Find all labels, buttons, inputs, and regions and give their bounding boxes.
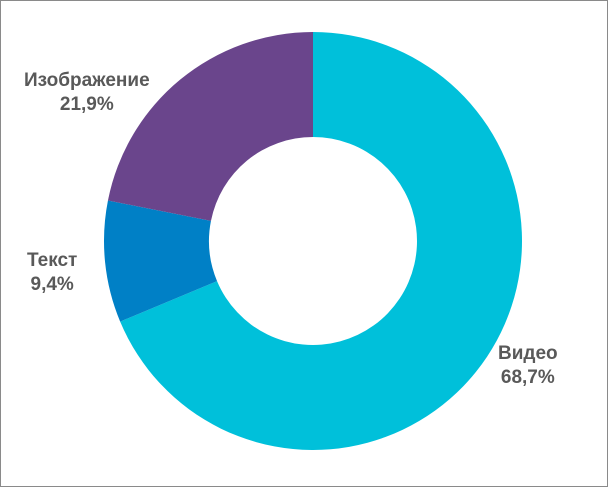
slice-percent: 68,7%: [500, 367, 555, 388]
slice-label-video: Видео 68,7%: [498, 342, 558, 390]
slice-text: [103, 200, 218, 322]
slice-name: Текст: [27, 250, 78, 271]
slice-percent: 21,9%: [59, 94, 114, 115]
slice-name: Видео: [498, 343, 558, 364]
slice-image: [107, 32, 313, 221]
slice-label-image: Изображение 21,9%: [24, 69, 150, 117]
slice-name: Изображение: [24, 70, 150, 91]
slice-label-text: Текст 9,4%: [27, 249, 77, 297]
slice-video: [120, 32, 522, 451]
slice-percent: 9,4%: [30, 274, 74, 295]
